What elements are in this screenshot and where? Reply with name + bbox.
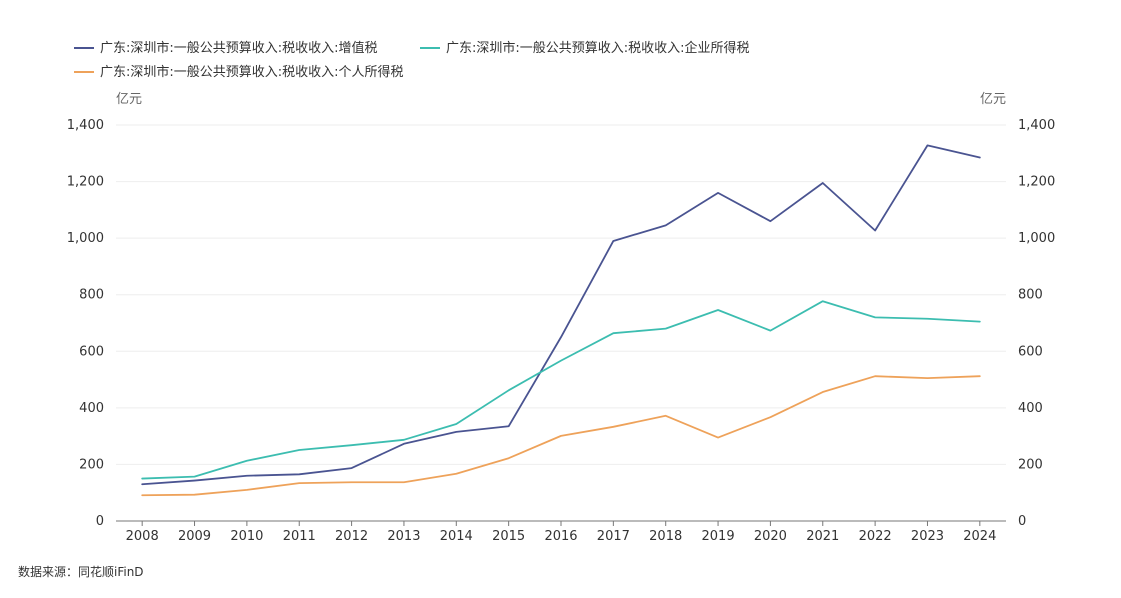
legend: 广东:深圳市:一般公共预算收入:税收收入:增值税广东:深圳市:一般公共预算收入:…	[74, 40, 750, 80]
series-line-1	[141, 144, 981, 486]
x-tick-label: 2014	[440, 529, 473, 544]
series-line-3	[141, 375, 981, 497]
x-tick-label: 2019	[702, 529, 735, 544]
x-tick-label: 2009	[178, 529, 211, 544]
x-tick-label: 2023	[911, 529, 944, 544]
data-source-note: 数据来源：同花顺iFinD	[18, 564, 144, 579]
y-right-tick-label: 1,000	[1018, 231, 1055, 246]
x-tick-label: 2013	[387, 529, 420, 544]
x-tick-label: 2015	[492, 529, 525, 544]
x-tick-label: 2018	[649, 529, 682, 544]
x-tick-label: 2010	[230, 529, 263, 544]
grid-lines	[116, 124, 1006, 465]
y-right-tick-label: 1,200	[1018, 175, 1055, 190]
y-axis-left-ticks: 0 200 400 600 800 1,000 1,200 1,400	[67, 118, 104, 529]
x-tick-label: 2024	[963, 529, 996, 544]
y-right-tick-label: 400	[1018, 401, 1043, 416]
x-tick-label: 2021	[806, 529, 839, 544]
y-left-tick-label: 1,200	[67, 175, 104, 190]
x-tick-label: 2022	[859, 529, 892, 544]
y-axis-right-ticks: 0 200 400 600 800 1,000 1,200 1,400	[1018, 118, 1055, 529]
x-tick-label: 2008	[126, 529, 159, 544]
x-tick-label: 2012	[335, 529, 368, 544]
y-left-tick-label: 0	[96, 514, 104, 529]
x-tick-label: 2020	[754, 529, 787, 544]
legend-label: 广东:深圳市:一般公共预算收入:税收收入:个人所得税	[100, 64, 404, 80]
series-line-2	[141, 300, 981, 480]
x-tick-label: 2016	[544, 529, 577, 544]
y-axis-right-unit: 亿元	[980, 92, 1006, 107]
legend-label: 广东:深圳市:一般公共预算收入:税收收入:增值税	[100, 40, 378, 56]
y-right-tick-label: 1,400	[1018, 118, 1055, 133]
x-axis: 2008 2009 2010 2011 2012 2013 2014 2015 2016 2017…	[116, 520, 1006, 544]
y-left-tick-label: 1,000	[67, 231, 104, 246]
x-tick-label: 2011	[283, 529, 316, 544]
y-right-tick-label: 600	[1018, 344, 1043, 359]
y-left-tick-label: 600	[79, 344, 104, 359]
y-axis-left-unit: 亿元	[116, 92, 142, 107]
y-left-tick-label: 400	[79, 401, 104, 416]
x-tick-label: 2017	[597, 529, 630, 544]
series-lines	[141, 144, 981, 497]
y-left-tick-label: 200	[79, 457, 104, 472]
legend-label: 广东:深圳市:一般公共预算收入:税收收入:企业所得税	[446, 40, 750, 56]
y-right-tick-label: 0	[1018, 514, 1026, 529]
y-left-tick-label: 800	[79, 288, 104, 303]
y-right-tick-label: 200	[1018, 457, 1043, 472]
y-right-tick-label: 800	[1018, 288, 1043, 303]
y-left-tick-label: 1,400	[67, 118, 104, 133]
